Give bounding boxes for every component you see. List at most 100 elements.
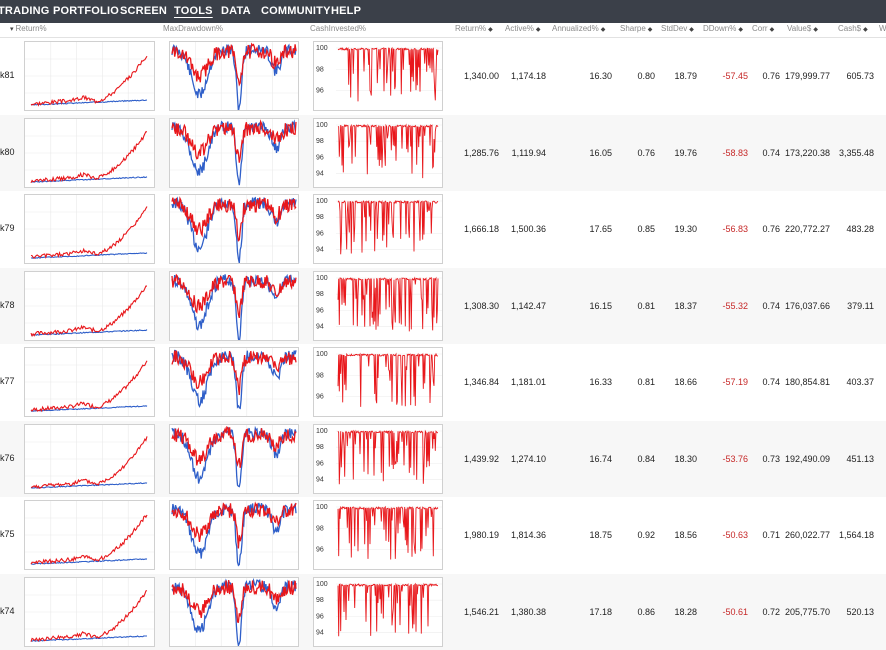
return-chart — [24, 347, 155, 417]
cell-return: 1,340.00 — [463, 71, 499, 81]
cell-sharpe: 0.84 — [637, 453, 655, 464]
header-annualized[interactable]: Annualized% ◆ — [552, 24, 605, 33]
row-id[interactable]: k76 — [0, 452, 15, 463]
cell-sharpe: 0.81 — [637, 300, 655, 311]
header-active[interactable]: Active% ◆ — [505, 24, 541, 33]
drawdown-chart — [169, 270, 299, 341]
nav-help[interactable]: HELP — [331, 5, 362, 17]
y-tick-label: 98 — [316, 291, 324, 298]
cell-cash: 451.13 — [846, 453, 874, 464]
cell-ddown: -50.61 — [722, 606, 748, 617]
cell-ddown: -50.63 — [722, 530, 748, 540]
row-id[interactable]: k75 — [0, 529, 15, 539]
cell-cash: 379.11 — [847, 300, 874, 311]
row-id[interactable]: k79 — [0, 223, 15, 233]
nav-screen[interactable]: SCREEN — [120, 5, 168, 17]
cell-value: 180,854.81 — [784, 377, 830, 387]
row-id[interactable]: k77 — [0, 376, 15, 386]
header-return[interactable]: Return% ◆ — [455, 24, 493, 33]
cash-invested-line — [337, 199, 439, 255]
header-sharpe[interactable]: Sharpe ◆ — [620, 24, 652, 33]
benchmark-line — [30, 405, 148, 412]
y-tick-label: 96 — [316, 394, 324, 401]
cell-stddev: 18.30 — [674, 453, 697, 464]
sort-down-icon: ▾ — [10, 26, 14, 33]
nav-community[interactable]: COMMUNITY — [261, 5, 331, 17]
cell-stddev: 18.56 — [674, 530, 697, 540]
table-row[interactable]: k76 100 98 96 94 1,439.92 1,274.10 16.74 0.84 18.… — [0, 420, 886, 497]
benchmark-drawdown-line — [171, 502, 297, 567]
table-row[interactable]: k80 100 98 96 94 1,285.76 1,119.94 16.05 0.76 19.… — [0, 114, 886, 191]
cell-cash: 1,564.18 — [838, 530, 874, 540]
portfolio-line — [30, 206, 148, 259]
y-tick-label: 96 — [316, 307, 324, 314]
y-tick-label: 100 — [316, 198, 328, 205]
portfolio-drawdown-line — [171, 501, 297, 549]
cell-stddev: 18.79 — [674, 71, 697, 81]
nav-data[interactable]: DATA — [221, 5, 251, 17]
drawdown-chart — [169, 41, 299, 111]
y-tick-label: 96 — [316, 613, 324, 620]
return-chart — [24, 423, 155, 494]
table-row[interactable]: k74 100 98 96 94 1,546.21 1,380.38 17.18 0.86 18.… — [0, 573, 886, 650]
cell-corr: 0.76 — [762, 71, 780, 81]
y-tick-label: 98 — [316, 597, 324, 604]
portfolio-drawdown-line — [171, 425, 297, 468]
header-stddev[interactable]: StdDev ◆ — [661, 24, 694, 33]
y-tick-label: 100 — [316, 581, 328, 588]
cell-ddown: -56.83 — [722, 224, 748, 234]
nav-portfolio[interactable]: PORTFOLIO — [53, 5, 119, 17]
nav-trading[interactable]: TRADING — [0, 5, 50, 17]
benchmark-line — [30, 634, 147, 642]
row-id[interactable]: k78 — [0, 299, 15, 310]
benchmark-drawdown-line — [171, 425, 297, 488]
header-label: Cash$ — [838, 24, 862, 33]
y-tick-label: 98 — [316, 66, 324, 73]
cell-ddown: -58.83 — [722, 147, 748, 158]
header-return-chart[interactable]: ▾ Return% — [10, 24, 47, 33]
cell-cash: 483.28 — [846, 224, 874, 234]
cell-cash: 403.37 — [846, 377, 874, 387]
cash-invested-chart: 100 98 96 — [313, 41, 443, 111]
drawdown-chart — [169, 117, 299, 188]
cell-annualized: 17.18 — [589, 606, 612, 617]
return-chart — [24, 117, 155, 188]
y-tick-label: 96 — [316, 547, 324, 554]
header-ddown[interactable]: DDown% ◆ — [703, 24, 743, 33]
header-cash[interactable]: Cash$ ◆ — [838, 24, 868, 33]
y-tick-label: 94 — [316, 629, 324, 636]
portfolio-line — [30, 130, 148, 183]
cell-stddev: 18.66 — [674, 377, 697, 387]
header-label: Active% — [505, 24, 534, 33]
table-row[interactable]: k77 100 98 96 1,346.84 1,181.01 16.33 0.81 18.66… — [0, 344, 886, 420]
y-tick-label: 98 — [316, 214, 324, 221]
cell-value: 192,490.09 — [784, 453, 830, 464]
y-tick-label: 96 — [316, 88, 324, 95]
cell-return: 1,546.21 — [463, 606, 499, 617]
table-row[interactable]: k75 100 98 96 1,980.19 1,814.36 18.75 0.92 18.56… — [0, 497, 886, 573]
cell-corr: 0.71 — [762, 530, 780, 540]
row-id[interactable]: k81 — [0, 70, 15, 80]
header-drawdown-chart[interactable]: MaxDrawdown% — [163, 24, 224, 33]
table-row[interactable]: k79 100 98 96 94 1,666.18 1,500.36 17.65 0.85 19.… — [0, 191, 886, 267]
portfolio-line — [30, 55, 148, 107]
header-cash-chart[interactable]: CashInvested% — [310, 24, 367, 33]
y-tick-label: 96 — [316, 230, 324, 237]
cell-value: 220,772.27 — [784, 224, 830, 234]
row-id[interactable]: k80 — [0, 146, 15, 157]
cell-return: 1,308.30 — [463, 300, 499, 311]
header-label: Annualized% — [552, 24, 599, 33]
nav-tools[interactable]: TOOLS — [174, 5, 213, 17]
header-value[interactable]: Value$ ◆ — [787, 24, 818, 33]
row-id[interactable]: k74 — [0, 605, 15, 616]
header-corr[interactable]: Corr ◆ — [752, 24, 774, 33]
y-tick-label: 98 — [316, 444, 324, 451]
table-row[interactable]: k78 100 98 96 94 1,308.30 1,142.47 16.15 0.81 18.… — [0, 267, 886, 344]
table-row[interactable]: k81 100 98 96 1,340.00 1,174.18 16.30 0.80 18.79… — [0, 38, 886, 114]
header-extra[interactable]: W — [879, 24, 886, 33]
y-tick-label: 96 — [316, 460, 324, 467]
y-tick-label: 100 — [316, 122, 328, 129]
cell-value: 205,775.70 — [784, 606, 830, 617]
cash-invested-line — [337, 122, 439, 178]
cell-annualized: 16.05 — [589, 147, 612, 158]
